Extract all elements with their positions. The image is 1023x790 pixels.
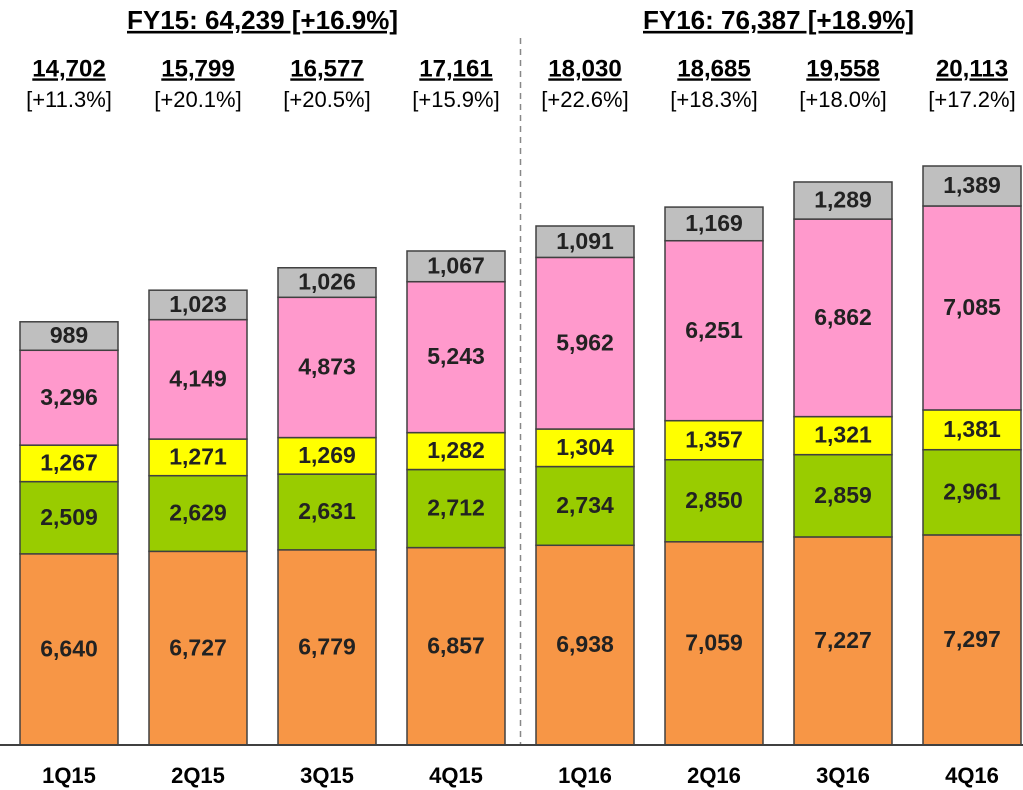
data-label: 7,227 bbox=[814, 627, 872, 653]
bar-segment bbox=[793, 181, 893, 220]
bar-segment bbox=[922, 448, 1022, 536]
bar-segment bbox=[535, 428, 635, 468]
bar-segment bbox=[922, 165, 1022, 207]
data-label: 2,734 bbox=[556, 492, 614, 518]
data-label: 1,289 bbox=[814, 187, 872, 213]
data-label: 6,779 bbox=[298, 634, 356, 660]
bar-segment bbox=[19, 321, 119, 352]
data-label: 6,857 bbox=[427, 632, 485, 658]
data-label: 1,067 bbox=[427, 252, 485, 278]
data-label: 4,149 bbox=[169, 365, 227, 391]
growth-label: [+15.9%] bbox=[412, 87, 499, 112]
data-label: 1,271 bbox=[169, 443, 227, 469]
group-title: FY15: 64,239 [+16.9%] bbox=[127, 5, 398, 35]
data-label: 1,282 bbox=[427, 437, 485, 463]
bar-segment bbox=[535, 465, 635, 547]
bar-segment bbox=[406, 431, 506, 471]
bar-segment bbox=[277, 473, 377, 551]
bar-segment bbox=[664, 239, 764, 422]
data-label: 2,850 bbox=[685, 487, 743, 513]
bar-segment bbox=[406, 250, 506, 283]
data-label: 7,085 bbox=[943, 294, 1001, 320]
data-label: 4,873 bbox=[298, 354, 356, 380]
total-label: 15,799 bbox=[161, 55, 234, 82]
total-label: 17,161 bbox=[419, 55, 492, 82]
data-label: 1,169 bbox=[685, 210, 743, 236]
bar-segment bbox=[406, 280, 506, 434]
data-label: 1,267 bbox=[40, 449, 98, 475]
growth-label: [+20.1%] bbox=[154, 87, 241, 112]
bar-segment bbox=[793, 415, 893, 456]
total-label: 19,558 bbox=[806, 55, 879, 82]
data-label: 2,712 bbox=[427, 495, 485, 521]
data-label: 2,509 bbox=[40, 504, 98, 530]
data-label: 1,389 bbox=[943, 172, 1001, 198]
x-tick-label: 4Q15 bbox=[429, 763, 483, 788]
bar-segment bbox=[277, 267, 377, 299]
data-label: 5,962 bbox=[556, 329, 614, 355]
growth-label: [+22.6%] bbox=[541, 87, 628, 112]
data-label: 3,296 bbox=[40, 384, 98, 410]
x-tick-label: 1Q15 bbox=[42, 763, 96, 788]
bar-segment bbox=[664, 419, 764, 461]
data-label: 6,251 bbox=[685, 317, 743, 343]
data-label: 7,297 bbox=[943, 626, 1001, 652]
bar-segment bbox=[406, 546, 506, 746]
data-label: 2,629 bbox=[169, 500, 227, 526]
bar-segment bbox=[19, 480, 119, 555]
bar-segment bbox=[664, 206, 764, 242]
data-label: 5,243 bbox=[427, 343, 485, 369]
data-label: 6,938 bbox=[556, 631, 614, 657]
data-label: 1,381 bbox=[943, 416, 1001, 442]
x-tick-label: 2Q15 bbox=[171, 763, 225, 788]
x-tick-label: 1Q16 bbox=[558, 763, 612, 788]
x-tick-label: 2Q16 bbox=[687, 763, 741, 788]
total-label: 18,685 bbox=[677, 55, 750, 82]
bar-segment bbox=[277, 549, 377, 746]
growth-label: [+20.5%] bbox=[283, 87, 370, 112]
bar-segment bbox=[148, 438, 248, 477]
x-tick-label: 4Q16 bbox=[945, 763, 999, 788]
data-label: 1,304 bbox=[556, 434, 614, 460]
bar-segment bbox=[535, 256, 635, 430]
group-title: FY16: 76,387 [+18.9%] bbox=[643, 5, 914, 35]
total-label: 18,030 bbox=[548, 55, 621, 82]
data-label: 6,640 bbox=[40, 636, 98, 662]
data-label: 1,091 bbox=[556, 228, 614, 254]
bar-segment bbox=[277, 296, 377, 439]
growth-label: [+17.2%] bbox=[928, 87, 1015, 112]
data-label: 2,631 bbox=[298, 498, 356, 524]
data-label: 1,321 bbox=[814, 422, 872, 448]
x-tick-label: 3Q16 bbox=[816, 763, 870, 788]
data-label: 7,059 bbox=[685, 629, 743, 655]
growth-label: [+18.3%] bbox=[670, 87, 757, 112]
bar-segment bbox=[664, 541, 764, 746]
bar-segment bbox=[148, 474, 248, 553]
bar-segment bbox=[535, 544, 635, 746]
total-label: 20,113 bbox=[936, 55, 1008, 82]
data-label: 1,023 bbox=[169, 291, 227, 317]
total-label: 16,577 bbox=[290, 55, 363, 82]
data-label: 2,961 bbox=[943, 478, 1001, 504]
data-label: 989 bbox=[50, 322, 88, 348]
data-label: 2,859 bbox=[814, 482, 872, 508]
bar-segment bbox=[535, 225, 635, 259]
data-label: 1,026 bbox=[298, 269, 356, 295]
data-label: 6,862 bbox=[814, 304, 872, 330]
data-label: 1,357 bbox=[685, 426, 743, 452]
data-label: 1,269 bbox=[298, 442, 356, 468]
growth-label: [+18.0%] bbox=[799, 87, 886, 112]
bar-segment bbox=[19, 349, 119, 446]
bar-segment bbox=[406, 468, 506, 549]
total-label: 14,702 bbox=[32, 55, 105, 82]
bar-segment bbox=[922, 534, 1022, 746]
growth-label: [+11.3%] bbox=[26, 87, 112, 112]
data-label: 6,727 bbox=[169, 634, 227, 660]
x-tick-label: 3Q15 bbox=[300, 763, 354, 788]
bar-segment bbox=[664, 458, 764, 543]
bar-segment bbox=[148, 289, 248, 321]
bar-segment bbox=[793, 536, 893, 746]
bar-segment bbox=[922, 205, 1022, 411]
